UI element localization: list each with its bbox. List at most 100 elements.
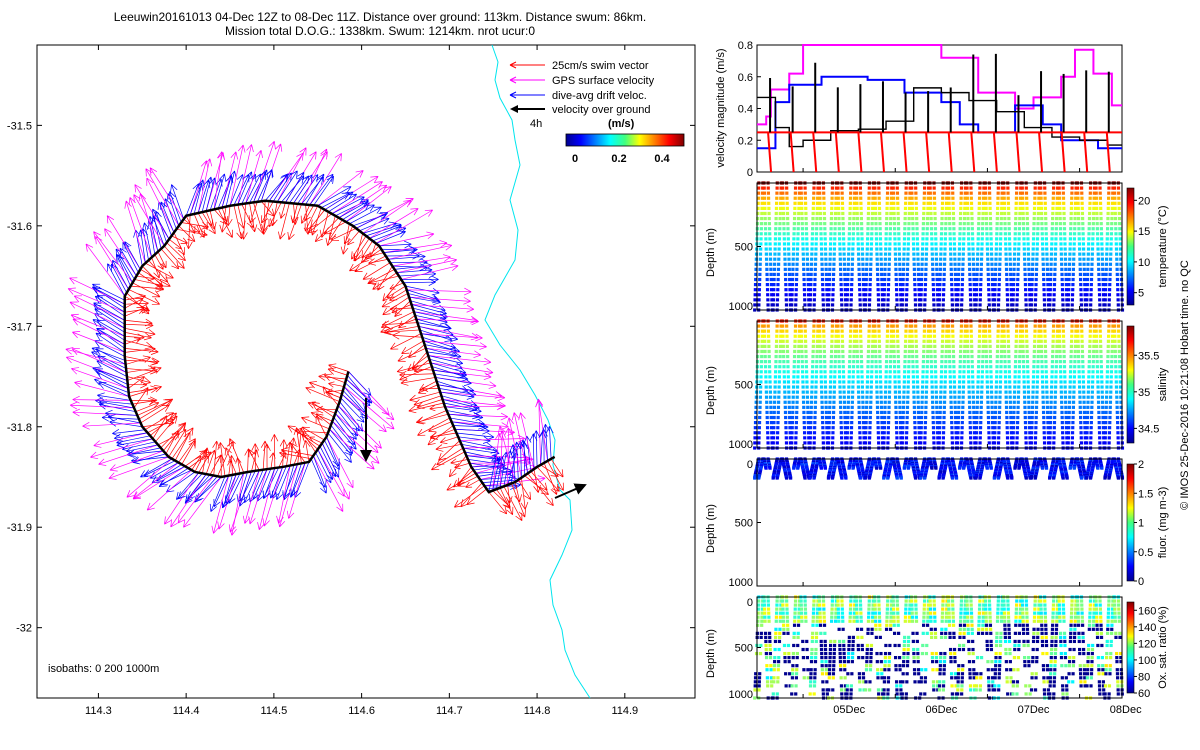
profile-x-tick-2: 07Dec (1018, 704, 1050, 716)
profile-2-cbar-tick-0: 0 (1138, 576, 1144, 588)
isobaths-label: isobaths: 0 200 1000m (48, 663, 159, 675)
profile-3-cbar-label: Ox. sat. ratio (%) (1157, 606, 1169, 689)
profile-dots-0 (753, 181, 1125, 312)
velocity-arrows (65, 140, 564, 536)
map-x-ticks: 114.3 114.4 114.5 114.6 114.7 114.8 114.9 (85, 45, 638, 717)
profile-1-colorbar (1126, 325, 1135, 444)
profile-3-colorbar (1126, 601, 1135, 694)
profile-0-y-tick-1: 1000 (729, 301, 753, 313)
velocity-y-tick-4: 0.8 (738, 40, 753, 52)
legend-drift-label: dive-avg drift veloc. (552, 90, 647, 102)
profile-panel-1: 500 1000 Depth (m) 34.5 35 35.5 salinity (705, 319, 1169, 451)
map-y-tick-4: -31.9 (7, 522, 32, 534)
map-y-tick-1: -31.6 (7, 221, 32, 233)
map-y-tick-0: -31.5 (7, 120, 32, 132)
profile-0-ylabel: Depth (m) (705, 228, 717, 277)
profile-1-y-tick-0: 500 (735, 380, 753, 392)
figure-title-line-2: Mission total D.O.G.: 1338km. Swum: 1214… (224, 24, 536, 38)
profile-dots-3 (753, 595, 1124, 700)
legend-gps-label: GPS surface velocity (552, 75, 655, 87)
profile-0-cbar-tick-3: 20 (1138, 195, 1150, 207)
map-x-tick-3: 114.6 (348, 705, 375, 717)
colorbar-tick-2: 0.4 (654, 153, 670, 165)
colorbar-tick-0: 0 (572, 153, 578, 165)
legend-scale-label: 4h (530, 118, 542, 130)
map-axes-frame (36, 44, 696, 699)
velocity-series (757, 44, 1122, 150)
velocity-y-tick-0: 0 (747, 167, 753, 179)
map-x-tick-1: 114.4 (173, 705, 200, 717)
speed-colorbar (565, 133, 685, 147)
profile-2-y-tick-2: 1000 (729, 577, 753, 589)
profile-2-cbar-label: fluor. (mg m-3) (1157, 487, 1169, 559)
velocity-y-tick-2: 0.4 (738, 104, 753, 116)
map-y-tick-2: -31.7 (7, 321, 32, 333)
profile-1-ylabel: Depth (m) (705, 366, 717, 415)
profile-panel-3: 0 500 1000 Depth (m) 60 80 100 120 140 160 Ox. sat… (705, 595, 1169, 716)
profile-3-y-tick-0: 0 (747, 597, 753, 609)
profile-3-cbar-tick-1: 80 (1138, 671, 1150, 683)
profile-1-y-tick-1: 1000 (729, 439, 753, 451)
profile-2-cbar-tick-3: 1.5 (1138, 488, 1153, 500)
profile-panel-0: 500 1000 Depth (m) 5 10 15 20 temperature (°C) (705, 181, 1169, 313)
ground-velocity-arrow-start (554, 483, 587, 499)
profile-x-tick-1: 06Dec (925, 704, 957, 716)
legend-ground-label: velocity over ground (552, 104, 650, 116)
profile-2-y-tick-1: 500 (735, 518, 753, 530)
profile-0-y-tick-0: 500 (735, 242, 753, 254)
velocity-panel: 0 0.2 0.4 0.6 0.8 velocity magnitude (m/s) (715, 40, 1123, 179)
profile-x-tick-0: 05Dec (833, 704, 865, 716)
profile-1-cbar-tick-0: 34.5 (1138, 423, 1159, 435)
profile-dots-1 (753, 319, 1125, 450)
profile-1-cbar-label: salinity (1157, 367, 1169, 401)
velocity-series-2 (757, 87, 1122, 148)
profile-3-y-tick-2: 1000 (729, 689, 753, 701)
velocity-y-tick-3: 0.6 (738, 72, 753, 84)
profile-0-cbar-label: temperature (°C) (1157, 205, 1169, 287)
profile-1-cbar-tick-1: 35 (1138, 387, 1150, 399)
map-x-tick-6: 114.9 (611, 705, 638, 717)
map-y-tick-3: -31.8 (7, 422, 32, 434)
profile-3-cbar-tick-0: 60 (1138, 688, 1150, 700)
swim-pulses (767, 53, 1111, 173)
velocity-y-ticks: 0 0.2 0.4 0.6 0.8 (738, 40, 1081, 179)
profile-0-cbar-tick-1: 10 (1138, 257, 1150, 269)
profile-x-tick-3: 08Dec (1110, 704, 1142, 716)
map-y-ticks: -31.5 -31.6 -31.7 -31.8 -31.9 -32 (7, 120, 695, 635)
velocity-y-tick-1: 0.2 (738, 135, 753, 147)
velocity-axes-frame (756, 44, 1123, 173)
map-legend: 25cm/s swim vector GPS surface velocity … (509, 60, 685, 165)
profile-2-ylabel: Depth (m) (705, 504, 717, 553)
coastline (484, 44, 591, 699)
profile-2-y-tick-0: 0 (747, 459, 753, 471)
glider-track (123, 199, 556, 494)
profile-3-cbar-tick-3: 120 (1138, 638, 1156, 650)
profile-dots-2 (753, 457, 1125, 480)
profile-2-cbar-tick-1: 0.5 (1138, 547, 1153, 559)
profile-3-y-tick-1: 500 (735, 643, 753, 655)
profile-2-cbar-tick-4: 2 (1138, 459, 1144, 471)
profile-1-cbar-tick-2: 35.5 (1138, 350, 1159, 362)
profile-3-cbar-tick-2: 100 (1138, 655, 1156, 667)
map-panel: 114.3 114.4 114.5 114.6 114.7 114.8 114.9 -31.… (7, 44, 696, 717)
profile-2-cbar-tick-2: 1 (1138, 518, 1144, 530)
profile-3-ylabel: Depth (m) (705, 629, 717, 678)
map-x-tick-2: 114.5 (261, 705, 288, 717)
profile-0-cbar-tick-2: 15 (1138, 226, 1150, 238)
colorbar-tick-1: 0.2 (611, 153, 626, 165)
profile-3-cbar-tick-5: 160 (1138, 605, 1156, 617)
profile-2-colorbar (1126, 463, 1135, 582)
map-x-tick-4: 114.7 (436, 705, 463, 717)
velocity-ylabel: velocity magnitude (m/s) (715, 48, 727, 167)
velocity-series-0 (757, 44, 1122, 126)
copyright-note: © IMOS 25-Dec-2016 10:21:08 Hobart time.… (1179, 260, 1191, 510)
profile-0-cbar-tick-0: 5 (1138, 288, 1144, 300)
colorbar-label: (m/s) (608, 118, 635, 130)
profile-panel-2: 0 500 1000 Depth (m) 0 0.5 1 1.5 2 fluor. (mg m-3… (705, 457, 1169, 589)
map-y-tick-5: -32 (16, 623, 32, 635)
map-x-tick-5: 114.8 (524, 705, 551, 717)
profile-3-cbar-tick-4: 140 (1138, 622, 1156, 634)
profile-0-colorbar (1126, 187, 1135, 306)
